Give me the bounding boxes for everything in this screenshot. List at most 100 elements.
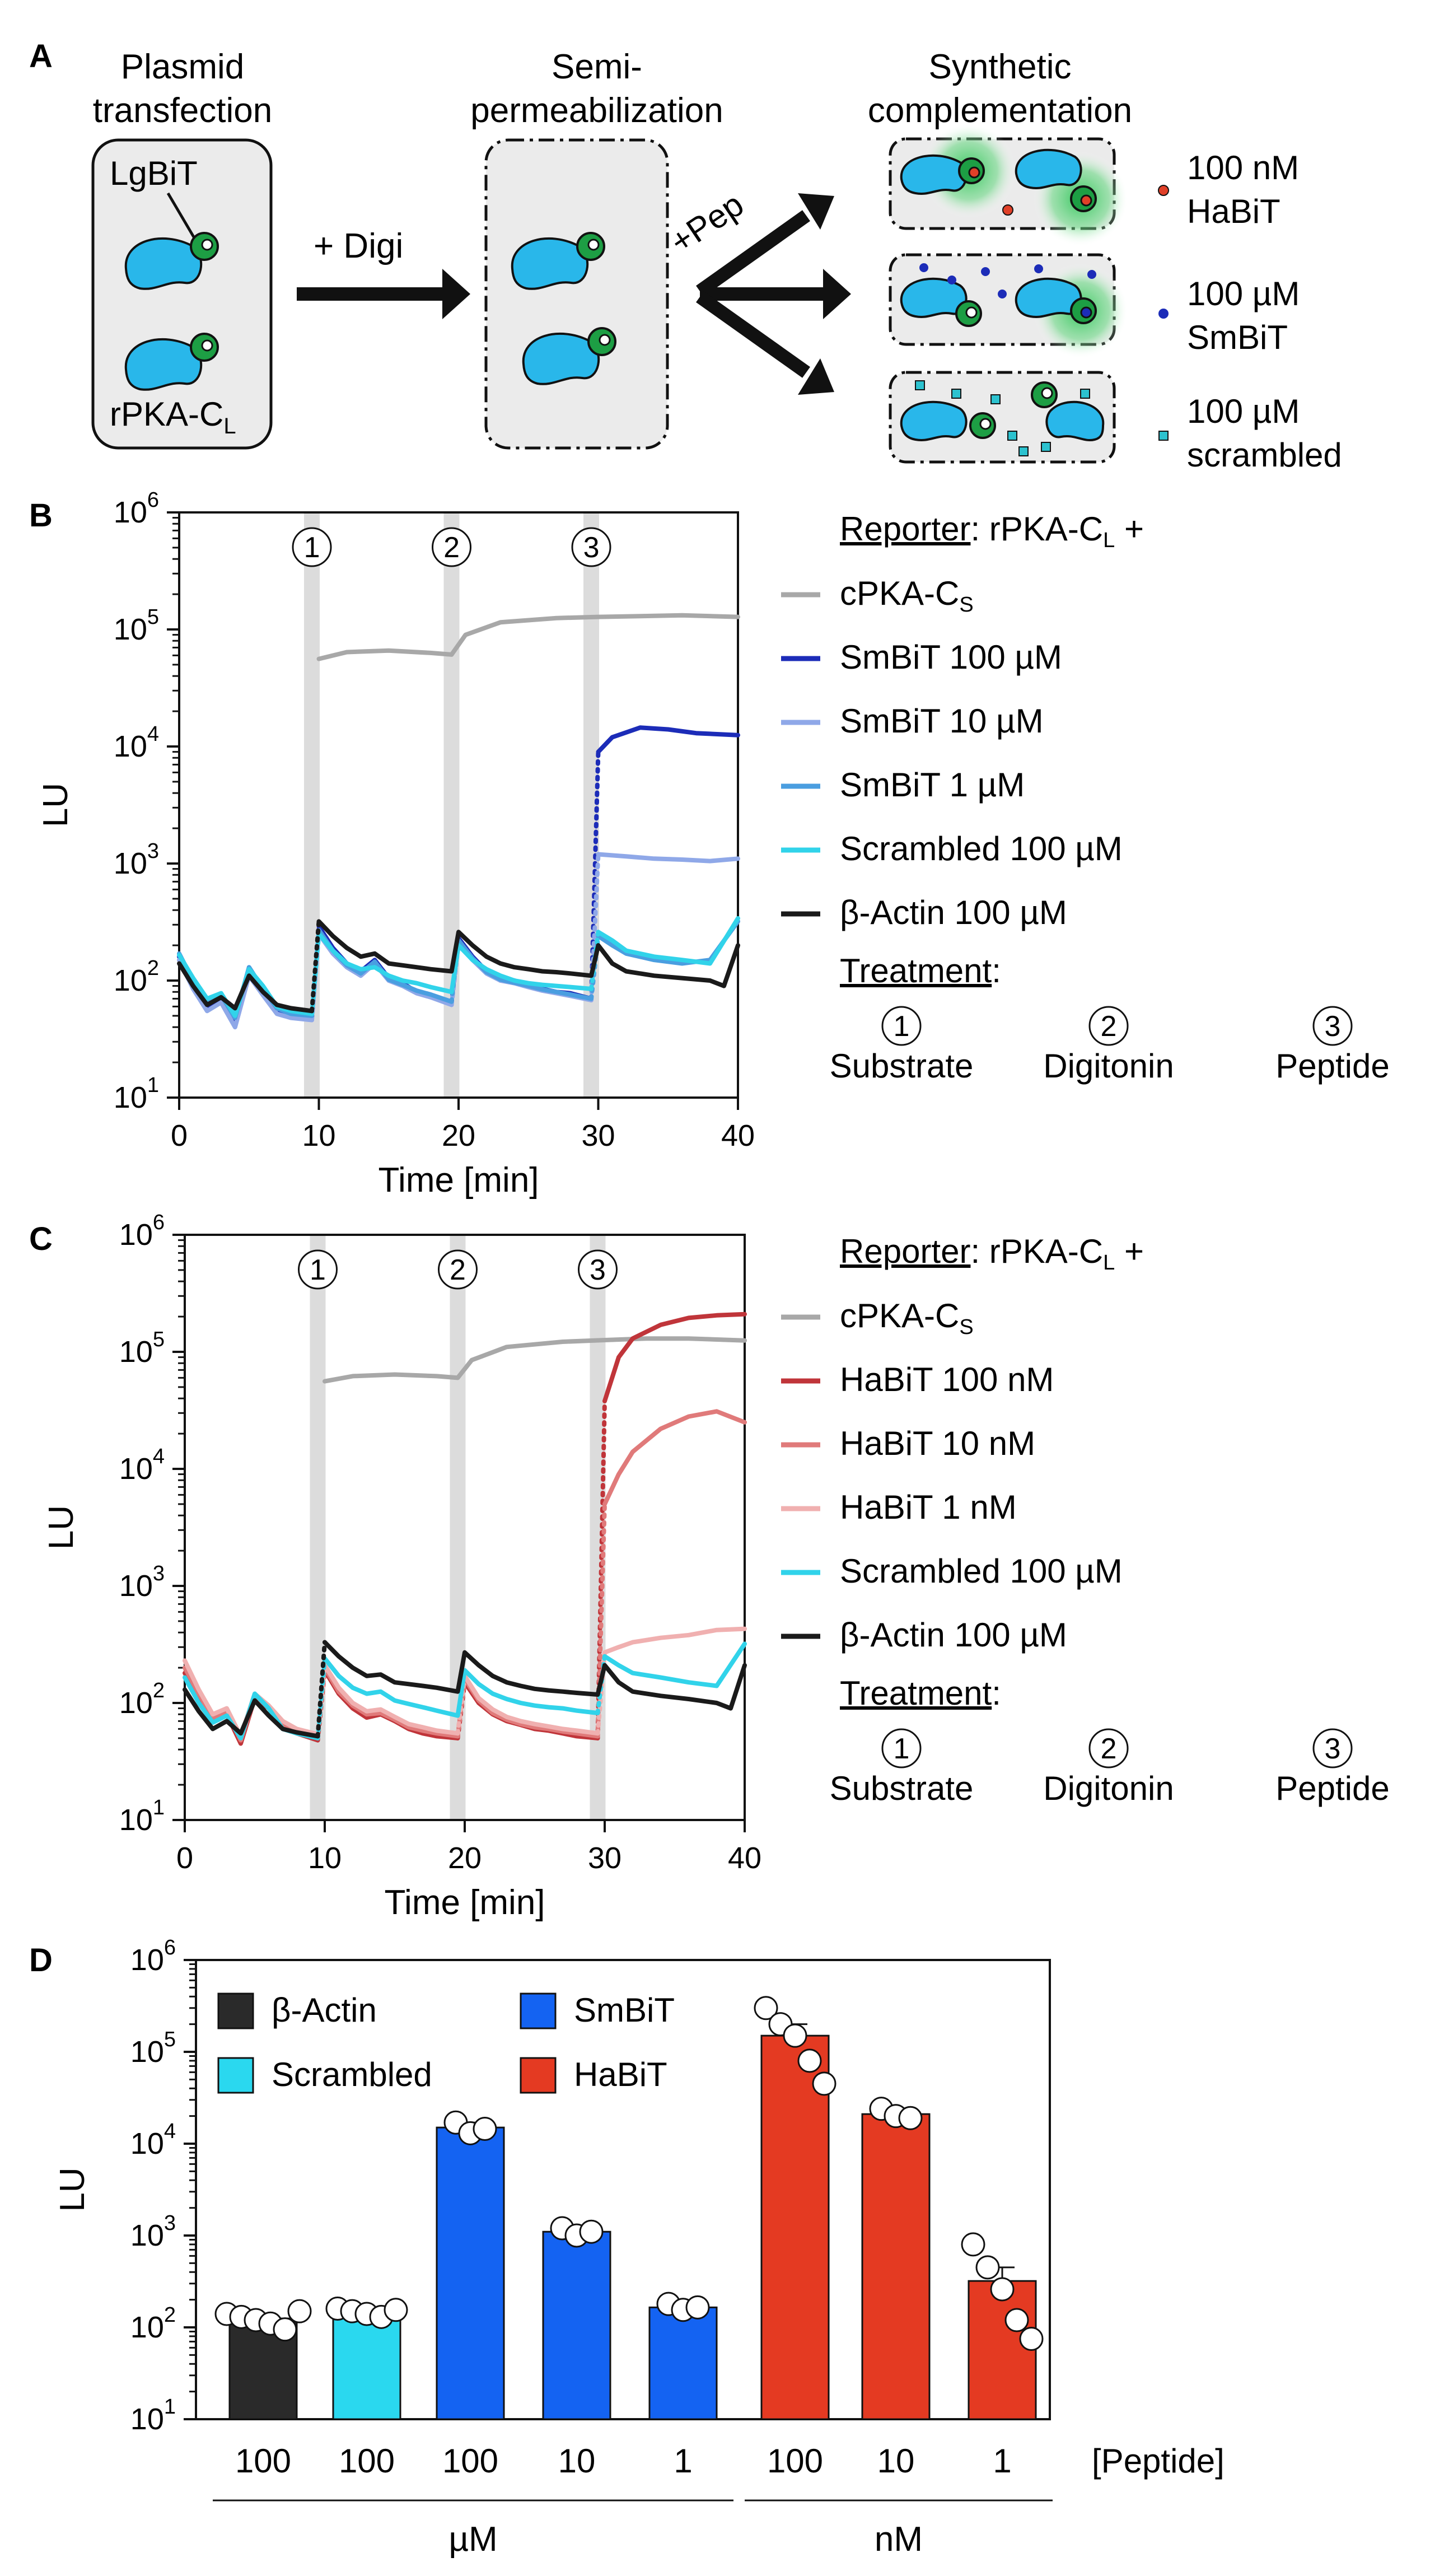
d-category-label: 100 (339, 2442, 395, 2480)
chart-c-xtick-label: 10 (308, 1841, 342, 1875)
d-data-point (384, 2298, 408, 2322)
d-ytick-label: 103 (130, 2211, 176, 2252)
d-legend-entry: HaBiT (574, 2056, 667, 2093)
lgbit-protein-4 (522, 327, 616, 385)
chart-c-xtick-label: 0 (176, 1841, 193, 1875)
d-category-label: 100 (235, 2442, 291, 2480)
chart-b-ytick-label: 104 (114, 722, 159, 763)
chart-c-treatment-marker-circle (298, 1249, 338, 1290)
chart-c-ytick-label: 104 (119, 1445, 165, 1486)
d-data-point (812, 2071, 837, 2096)
chart-b-series-actin (316, 919, 740, 988)
lgbit-label: LgBiT (110, 155, 198, 192)
chart-b-treatment-legend-circle (1312, 1006, 1353, 1046)
chart-c-treatment-legend-circle (1312, 1728, 1353, 1768)
d-bar-5 (760, 2034, 830, 2420)
d-data-point (797, 2048, 822, 2073)
d-data-point (1019, 2326, 1044, 2351)
chart-b-series-scrambled (316, 931, 594, 995)
d-ytick-label: 101 (130, 2395, 176, 2436)
chart-b-ylabel: LU (36, 783, 75, 827)
d-ytick-label: 106 (130, 1936, 176, 1977)
condition-3-line2: scrambled (1187, 436, 1342, 474)
chart-c-treatment-legend-label: Digitonin (1043, 1770, 1174, 1807)
step2-title-line1: Semi- (552, 48, 642, 86)
d-category-label: 10 (877, 2442, 915, 2480)
chart-b-treatment-title: Treatment: (840, 952, 1001, 990)
chart-c-treatment-title: Treatment: (840, 1674, 1001, 1712)
chart-c-series-habit1 (602, 1626, 747, 1655)
d-legend-entry: Scrambled (272, 2056, 432, 2093)
d-data-point (898, 2106, 923, 2130)
chart-c-treatment-legend-marker: 2 (1101, 1733, 1117, 1765)
d-bar-4 (648, 2306, 718, 2420)
chart-b-legend-entry: cPKA-CS (840, 575, 974, 617)
arrow-digitonin-label: + Digi (314, 227, 403, 265)
d-legend-swatch (217, 1992, 254, 2029)
chart-c-xtick-label: 40 (728, 1841, 761, 1875)
d-bar-7 (968, 2280, 1037, 2420)
chart-b-ytick-label: 105 (114, 605, 159, 646)
d-bar-6 (861, 2113, 931, 2420)
chart-c-ytick-label: 105 (119, 1328, 165, 1369)
d-legend-swatch (217, 2057, 254, 2094)
step1-title-line1: Plasmid (121, 48, 245, 86)
chart-b-xtick-label: 10 (302, 1119, 335, 1152)
d-group-label: µM (448, 2520, 497, 2559)
chart-c-ytick-label: 106 (119, 1211, 165, 1252)
step3-title-line1: Synthetic (928, 48, 1071, 86)
d-ytick-label: 104 (130, 2120, 176, 2160)
chart-c-series-actin (183, 1687, 320, 1739)
chart-b-series-smbit10 (596, 852, 740, 864)
chart-c-treatment-legend-circle (881, 1728, 922, 1768)
chart-c-xtick-label: 30 (588, 1841, 621, 1875)
d-data-point (783, 2023, 807, 2048)
chart-b-treatment-legend-marker: 2 (1101, 1010, 1117, 1043)
panel-label-b: B (29, 497, 53, 534)
chart-b-legend-entry: SmBiT 10 µM (840, 702, 1044, 740)
chart-b-treatment-marker: 2 (443, 531, 460, 564)
d-category-label: 1 (993, 2442, 1011, 2480)
chart-b-treatment-legend-marker: 3 (1325, 1010, 1341, 1043)
chart-b-legend-entry: SmBiT 1 µM (840, 766, 1025, 804)
d-plot-frame (195, 1959, 1051, 2420)
chart-c-series-habit10 (602, 1409, 747, 1506)
lgbit-protein-1 (124, 232, 219, 290)
chart-c-treatment-marker: 3 (590, 1254, 606, 1286)
d-legend-swatch (520, 2057, 557, 2094)
chart-b-xtick-label: 20 (442, 1119, 475, 1152)
d-category-label: 100 (442, 2442, 498, 2480)
chart-c-legend-entry: HaBiT 1 nM (840, 1488, 1017, 1526)
habit-marker-icon (1158, 185, 1169, 196)
d-ylabel: LU (53, 2167, 92, 2211)
chart-c-series-actin (315, 1640, 327, 1739)
d-bar-2 (436, 2126, 505, 2420)
cell-scrambled (889, 371, 1116, 464)
chart-c-xlabel: Time [min] (384, 1883, 545, 1922)
panel-b-line-chart: 1 2 3 101 102 103 104 105 106 0 10 20 30 40 Time [min]… (36, 488, 1390, 1200)
d-legend-entry: SmBiT (574, 1991, 675, 2029)
d-data-point (287, 2299, 312, 2323)
chart-b-series-actin (310, 919, 321, 1014)
chart-c-treatment-legend-marker: 3 (1325, 1733, 1341, 1765)
chart-b-treatment-legend-marker: 1 (894, 1010, 910, 1043)
condition-2-line2: SmBiT (1187, 319, 1288, 356)
chart-c-treatment-marker-circle (578, 1249, 618, 1290)
chart-b-treatment-marker-circle (571, 527, 611, 567)
chart-b-xtick-label: 40 (721, 1119, 755, 1152)
chart-b-ytick-label: 103 (114, 839, 159, 880)
chart-b-treatment-legend-label: Substrate (830, 1047, 974, 1085)
chart-b-treatment-marker: 1 (304, 531, 320, 564)
d-data-point (754, 1996, 778, 2020)
condition-2-line1: 100 µM (1187, 275, 1300, 312)
d-bar-3 (542, 2230, 611, 2420)
chart-c-xtick-label: 20 (448, 1841, 482, 1875)
condition-3-line1: 100 µM (1187, 393, 1300, 430)
chart-c-ytick-label: 103 (119, 1562, 165, 1603)
chart-b-treatment-legend-label: Peptide (1275, 1047, 1390, 1085)
chart-b-xlabel: Time [min] (378, 1161, 539, 1200)
condition-1-line2: HaBiT (1187, 193, 1281, 230)
step2-title-line2: permeabilization (470, 91, 723, 130)
chart-b-legend-entry: β-Actin 100 µM (840, 894, 1067, 931)
d-group-label: nM (875, 2520, 923, 2559)
